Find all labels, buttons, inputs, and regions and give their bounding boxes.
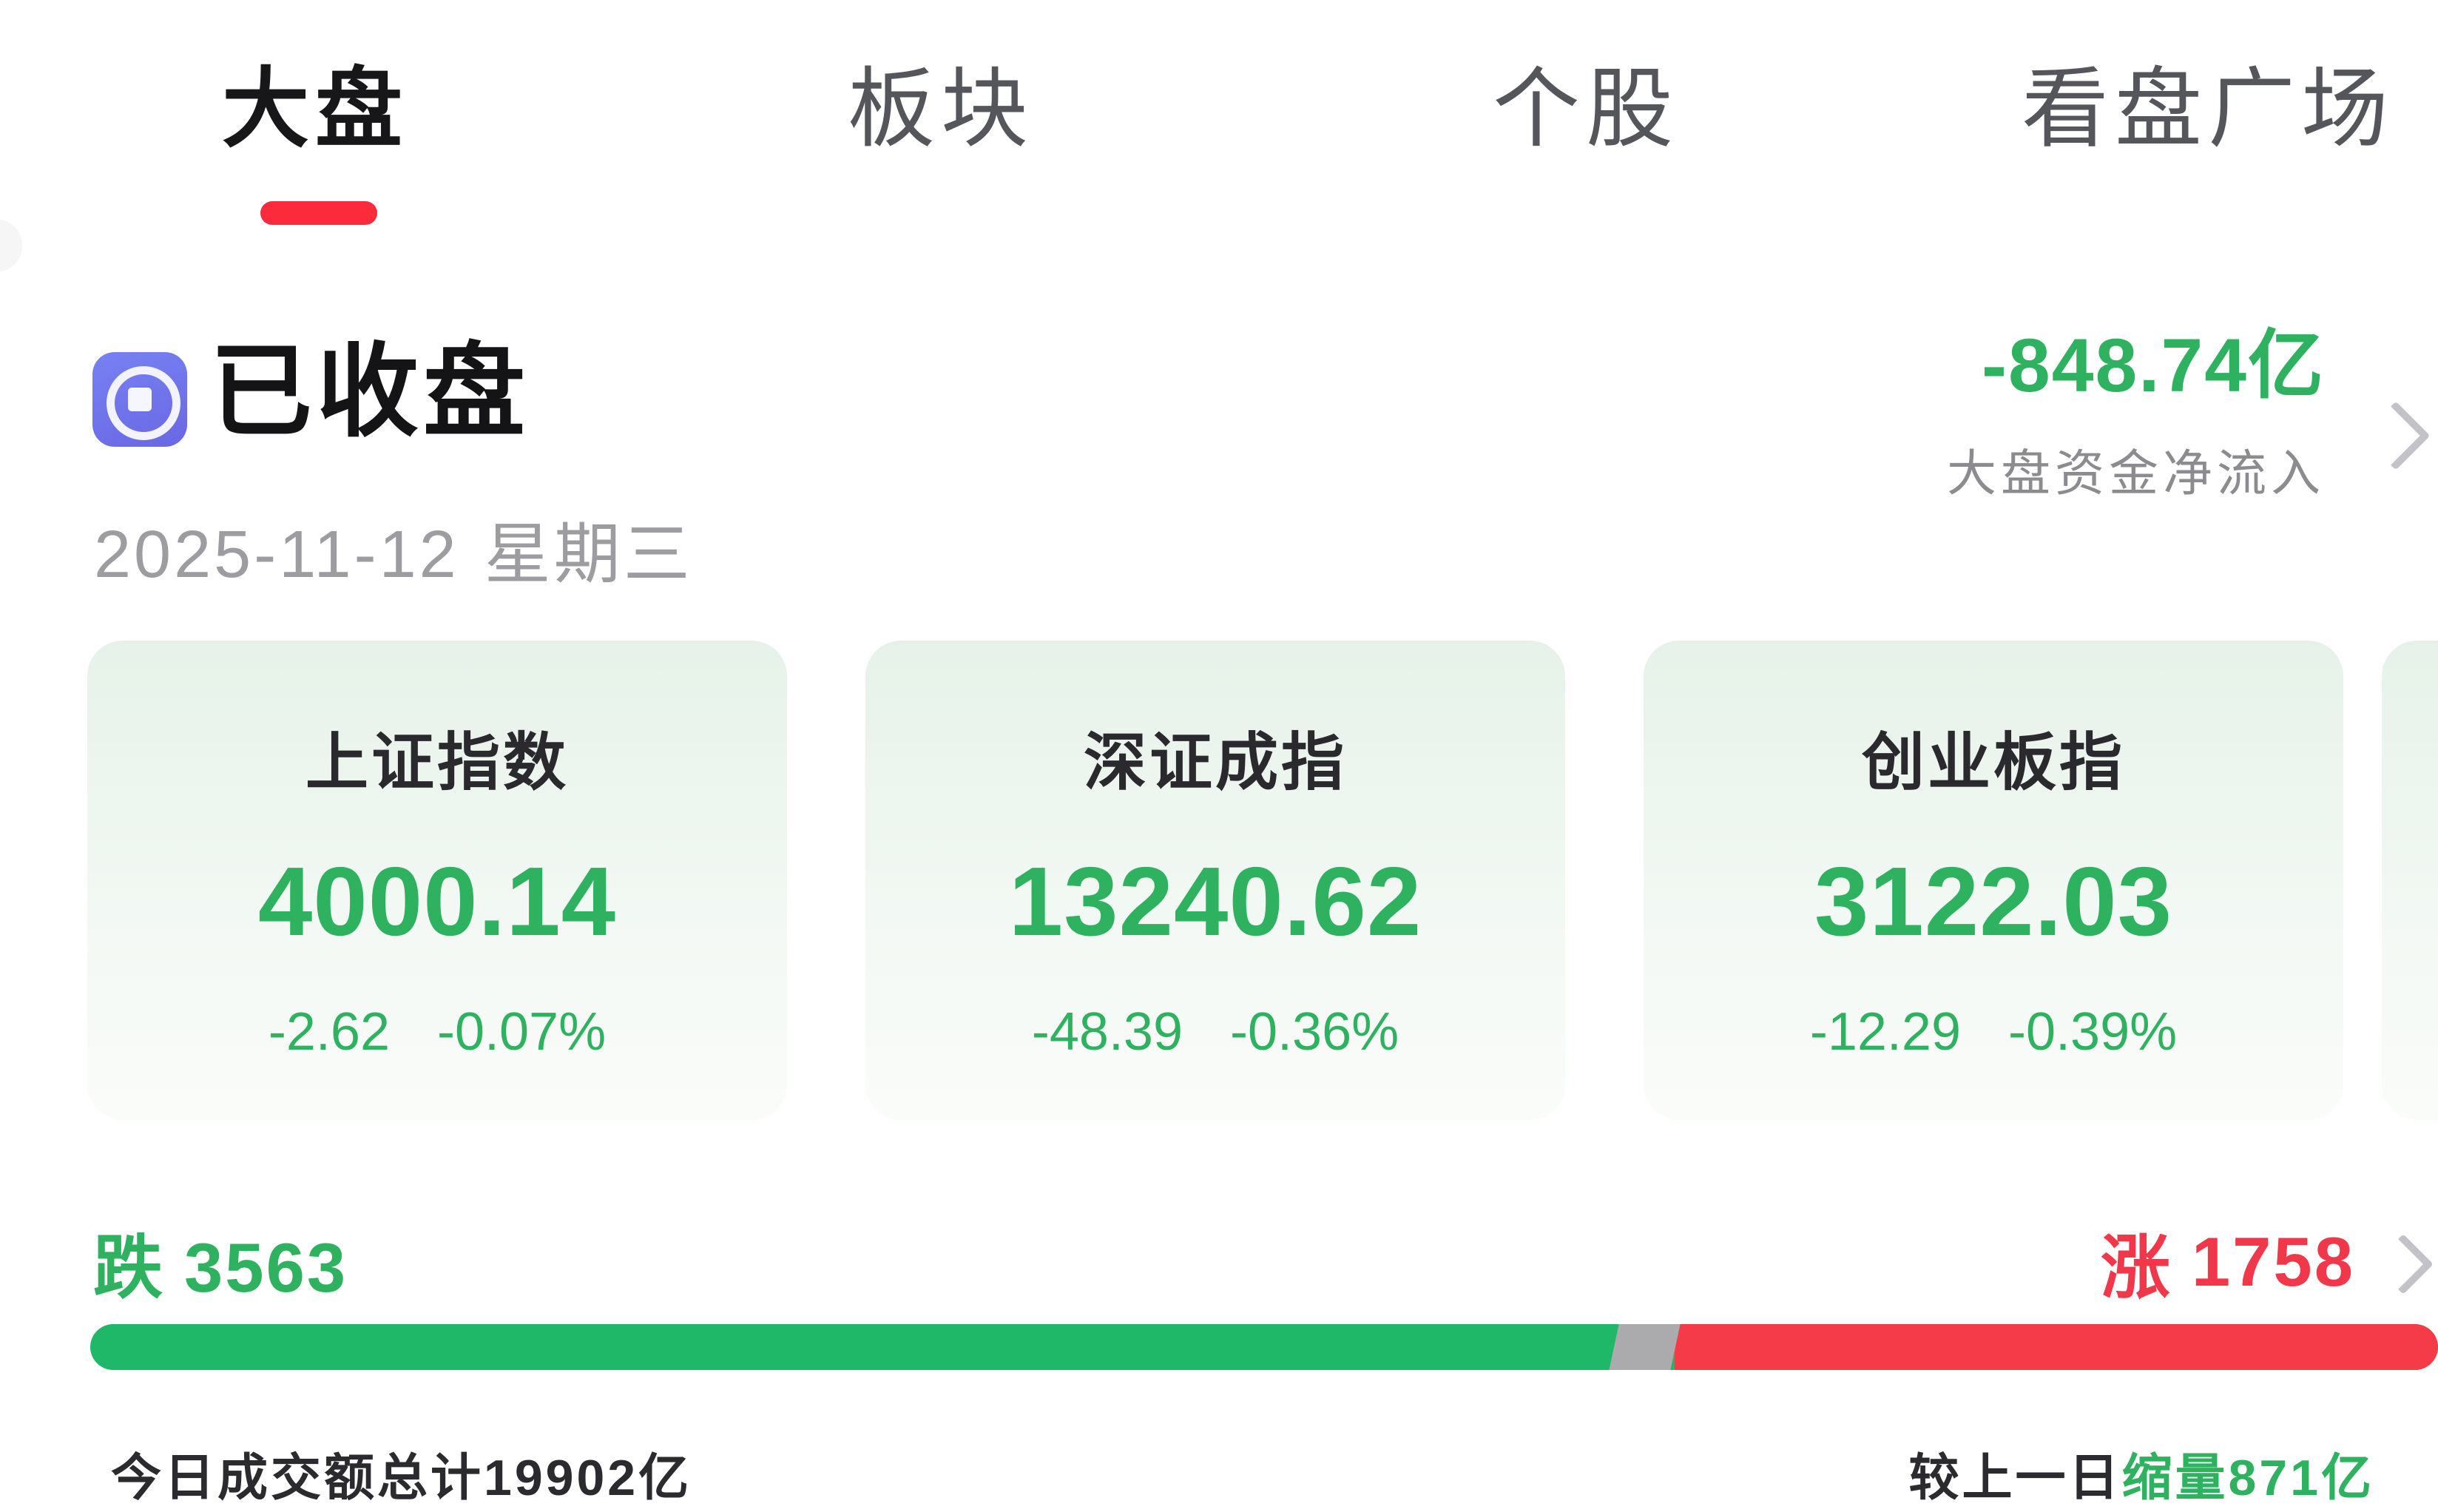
tab-stocks[interactable]: 个股 [1493,61,1680,158]
index-change: -2.62 [268,1002,390,1062]
weekday-text: 星期三 [484,518,693,592]
turnover-compare: 较上一日缩量871亿 [1908,1450,2374,1506]
index-change-row: -48.39 -0.36% [1032,1002,1399,1062]
advancers-count: 1758 [2191,1223,2355,1300]
index-change-pct: -0.36% [1230,1002,1399,1062]
index-card-chinext[interactable]: 创业板指 3122.03 -12.29 -0.39% [1644,641,2343,1120]
next-index-card-partial[interactable] [2382,641,2438,1120]
tab-sectors[interactable]: 板块 [848,61,1035,158]
advancers-label: 涨 [2100,1229,2172,1306]
date-text: 2025-11-12 [94,518,459,592]
breadth-bar [90,1324,2438,1370]
turnover-total: 今日成交额总计19902亿 [111,1450,692,1506]
advancers-group[interactable]: 涨 1758 [2100,1212,2434,1312]
index-name: 上证指数 [305,728,569,798]
index-name: 创业板指 [1861,728,2125,798]
market-closed-icon [92,352,187,447]
index-name: 深证成指 [1083,728,1347,798]
breadth-bar-up-segment [1675,1324,2438,1370]
index-value: 13240.62 [1008,847,1422,956]
index-change: -48.39 [1031,1002,1183,1062]
active-tab-indicator [260,201,377,225]
chevron-right-icon[interactable] [2361,401,2431,470]
index-value: 4000.14 [257,847,617,956]
market-status-text: 已收盘 [210,335,530,449]
decliners-count: 跌 3563 [93,1229,348,1306]
index-card-shenzhen[interactable]: 深证成指 13240.62 -48.39 -0.36% [865,641,1565,1120]
index-change: -12.29 [1809,1002,1961,1062]
index-change-pct: -0.07% [436,1002,607,1062]
index-value: 3122.03 [1814,847,2173,956]
index-change-pct: -0.39% [2008,1002,2178,1062]
net-inflow-block[interactable]: -848.74亿 大盘资金净流入 [1947,324,2325,505]
turnover-shrink-value: 缩量871亿 [2121,1450,2374,1506]
net-inflow-label: 大盘资金净流入 [1947,446,2325,502]
decliners-label: 跌 [93,1229,166,1306]
tab-market[interactable]: 大盘 [222,61,409,158]
edge-swipe-hint [0,219,22,272]
index-change-row: -2.62 -0.07% [269,1002,606,1062]
index-card-shanghai[interactable]: 上证指数 4000.14 -2.62 -0.07% [87,641,787,1120]
net-inflow-value: -848.74亿 [1982,323,2325,408]
tab-watch-plaza[interactable]: 看盘广场 [2022,61,2395,158]
chevron-right-icon[interactable] [2372,1233,2434,1295]
trade-date: 2025-11-12 星期三 [94,500,693,596]
breadth-bar-flat-segment [1609,1324,1681,1370]
turnover-ticker: 今日成交额总计19902亿 较上一日缩量871亿 [0,1453,2438,1512]
index-change-row: -12.29 -0.39% [1810,1002,2177,1062]
